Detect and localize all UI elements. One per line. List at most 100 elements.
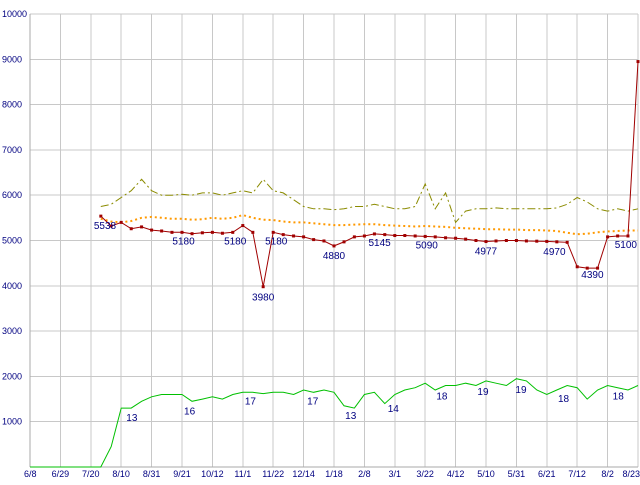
series-marker-main-red bbox=[535, 239, 539, 243]
x-axis-label: 11/22 bbox=[262, 469, 284, 479]
series-marker-main-red bbox=[433, 235, 437, 239]
annotation-main-red: 5180 bbox=[224, 236, 247, 247]
series-marker-main-red bbox=[403, 234, 407, 238]
series-marker-main-red bbox=[636, 60, 640, 64]
x-axis-label: 10/12 bbox=[201, 469, 224, 479]
series-marker-main-red bbox=[210, 230, 214, 234]
series-marker-main-red bbox=[200, 231, 204, 235]
x-axis-label: 5/31 bbox=[508, 469, 526, 479]
x-axis-label: 2/8 bbox=[358, 469, 371, 479]
x-axis-label: 8/23 bbox=[622, 469, 640, 479]
series-marker-main-red bbox=[241, 224, 245, 228]
series-marker-main-red bbox=[626, 234, 630, 238]
y-axis-label: 6000 bbox=[2, 190, 22, 200]
annotation-lower-green: 14 bbox=[388, 404, 400, 415]
series-marker-main-red bbox=[504, 239, 508, 242]
annotation-main-red: 5538 bbox=[94, 221, 117, 232]
series-marker-main-red bbox=[302, 235, 306, 239]
series-marker-main-red bbox=[261, 285, 265, 289]
annotation-lower-green: 17 bbox=[307, 396, 319, 407]
series-marker-main-red bbox=[464, 237, 468, 241]
series-marker-main-red bbox=[362, 234, 366, 238]
series-marker-main-red bbox=[220, 231, 224, 235]
annotation-main-red: 4977 bbox=[475, 247, 498, 258]
series-marker-main-red bbox=[342, 240, 346, 244]
series-marker-main-red bbox=[170, 230, 174, 234]
x-axis-label: 11/1 bbox=[234, 469, 251, 479]
series-line-mid-orange bbox=[100, 214, 638, 236]
series-line-main-red bbox=[100, 61, 639, 287]
x-axis-label: 8/31 bbox=[143, 469, 161, 479]
series-marker-main-red bbox=[140, 225, 144, 229]
x-axis-label: 5/10 bbox=[477, 469, 495, 479]
series-marker-main-red bbox=[129, 227, 133, 231]
annotation-main-red: 5145 bbox=[368, 238, 391, 249]
x-axis-label: 4/12 bbox=[447, 469, 465, 479]
series-marker-main-red bbox=[585, 266, 589, 270]
series-marker-main-red bbox=[444, 236, 448, 240]
annotation-lower-green: 18 bbox=[558, 394, 570, 405]
series-marker-main-red bbox=[545, 239, 549, 243]
annotation-main-red: 4880 bbox=[323, 251, 346, 262]
y-axis-label: 5000 bbox=[2, 236, 22, 246]
series-marker-main-red bbox=[565, 240, 569, 244]
series-marker-main-red bbox=[596, 266, 600, 270]
annotation-main-red: 4970 bbox=[543, 247, 566, 258]
series-marker-main-red bbox=[413, 234, 417, 238]
series-marker-main-red bbox=[524, 239, 528, 243]
x-axis-label: 6/21 bbox=[538, 469, 556, 479]
series-marker-main-red bbox=[322, 239, 326, 243]
series-marker-main-red bbox=[312, 238, 316, 242]
annotation-lower-green: 17 bbox=[245, 396, 257, 407]
annotation-lower-green: 19 bbox=[515, 385, 527, 396]
y-axis-label: 9000 bbox=[2, 54, 22, 64]
series-marker-main-red bbox=[454, 236, 458, 240]
series-marker-main-red bbox=[281, 233, 285, 237]
series-line-upper-olive bbox=[100, 178, 639, 224]
x-axis-label: 6/29 bbox=[52, 469, 70, 479]
series-marker-main-red bbox=[423, 234, 427, 238]
series-marker-main-red bbox=[514, 239, 518, 242]
x-axis-label: 9/21 bbox=[173, 469, 191, 479]
series-marker-main-red bbox=[292, 234, 296, 238]
y-axis-label: 1000 bbox=[2, 417, 22, 427]
series-marker-main-red bbox=[383, 233, 387, 237]
series-marker-main-red bbox=[494, 239, 498, 243]
x-axis-label: 7/20 bbox=[82, 469, 100, 479]
annotation-lower-green: 13 bbox=[345, 411, 357, 422]
annotation-main-red: 5180 bbox=[172, 236, 195, 247]
annotation-lower-green: 16 bbox=[184, 406, 196, 417]
series-marker-main-red bbox=[190, 232, 194, 236]
annotation-main-red: 5180 bbox=[265, 236, 288, 247]
annotation-main-red: 5100 bbox=[615, 240, 638, 251]
series-marker-main-red bbox=[332, 244, 336, 248]
series-marker-main-red bbox=[372, 232, 376, 236]
y-axis-label: 2000 bbox=[2, 371, 22, 381]
x-axis-label: 8/10 bbox=[112, 469, 130, 479]
annotation-main-red: 5090 bbox=[416, 240, 439, 251]
series-marker-main-red bbox=[251, 230, 255, 234]
series-marker-main-red bbox=[99, 214, 103, 218]
annotation-main-red: 4390 bbox=[581, 270, 604, 281]
x-axis-label: 7/12 bbox=[568, 469, 586, 479]
series-marker-main-red bbox=[575, 265, 579, 269]
x-axis-label: 12/14 bbox=[292, 469, 315, 479]
series-marker-main-red bbox=[160, 229, 164, 233]
x-axis-label: 6/8 bbox=[24, 469, 37, 479]
series-marker-main-red bbox=[271, 230, 275, 234]
series-marker-main-red bbox=[616, 234, 620, 238]
annotation-lower-green: 19 bbox=[477, 387, 489, 398]
annotation-lower-green: 13 bbox=[126, 413, 138, 424]
y-axis-label: 8000 bbox=[2, 100, 22, 110]
series-line-lower-green bbox=[30, 378, 639, 468]
series-marker-main-red bbox=[484, 240, 488, 244]
series-marker-main-red bbox=[180, 230, 184, 234]
series-marker-main-red bbox=[606, 235, 610, 239]
series-marker-main-red bbox=[109, 224, 113, 228]
x-axis-label: 3/1 bbox=[389, 469, 402, 479]
x-axis-label: 3/22 bbox=[416, 469, 434, 479]
annotation-main-red: 3980 bbox=[252, 293, 275, 304]
x-axis-label: 1/18 bbox=[325, 469, 343, 479]
